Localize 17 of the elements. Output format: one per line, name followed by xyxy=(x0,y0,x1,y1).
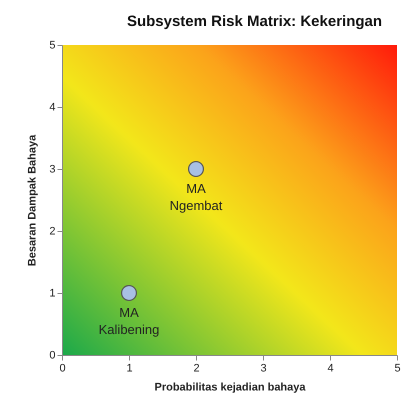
y-tick-label: 2 xyxy=(49,226,56,238)
y-tick-label: 0 xyxy=(49,350,56,362)
x-tick-label: 4 xyxy=(327,362,334,374)
x-tick-label: 3 xyxy=(260,362,267,374)
x-tick-label: 1 xyxy=(126,362,133,374)
y-axis-title: Besaran Dampak Bahaya xyxy=(26,134,38,266)
y-tick-label: 4 xyxy=(49,102,56,114)
y-tick-label: 5 xyxy=(49,40,56,52)
x-tick-label: 0 xyxy=(59,362,66,374)
y-tick-label: 3 xyxy=(49,164,56,176)
chart-title: Subsystem Risk Matrix: Kekeringan xyxy=(126,13,382,30)
x-tick-label: 5 xyxy=(394,362,401,374)
x-tick-label: 2 xyxy=(193,362,200,374)
annotation: MA Ngembat xyxy=(170,181,223,213)
y-tick-label: 1 xyxy=(49,288,56,300)
x-axis-title: Probabilitas kejadian bahaya xyxy=(154,382,306,394)
annotation: MA Kalibening xyxy=(98,305,160,337)
